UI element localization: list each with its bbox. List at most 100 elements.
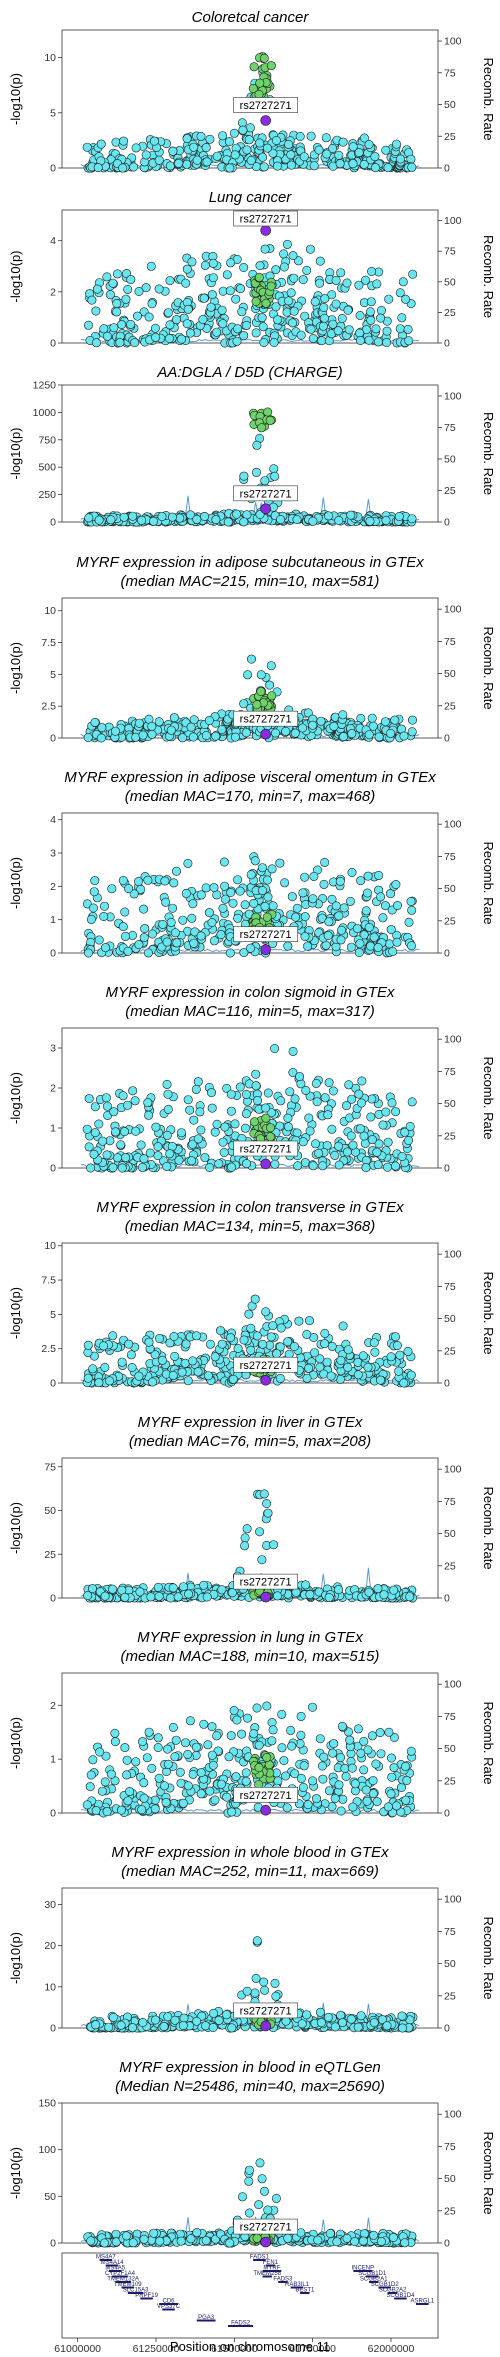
snp-point [382,326,392,336]
snp-point [334,150,344,160]
snp-point [331,299,341,309]
snp-point [87,295,97,305]
snp-point [406,1370,416,1380]
panel-title: MYRF expression in colon transverse in G… [96,1199,404,1216]
snp-point [391,1801,401,1811]
snp-point [248,84,258,94]
snp-point [350,1779,360,1789]
snp-point [209,2008,219,2018]
panel-title: (median MAC=76, min=5, max=208) [129,1433,371,1450]
snp-point [150,323,160,333]
snp-point [382,337,392,347]
snp-point [384,1727,394,1737]
snp-point [229,1706,239,1716]
lead-snp-point [260,2236,272,2248]
snp-point [364,730,374,740]
snp-point [358,1351,368,1361]
snp-point [239,517,249,527]
snp-point [225,2238,235,2248]
recomb-tick-label: 100 [444,2109,462,2121]
snp-point [330,2022,340,2032]
snp-point [121,2231,131,2241]
snp-point [343,1345,353,1355]
snp-point [84,1094,94,1104]
snp-point [100,1362,110,1372]
snp-point [257,423,267,433]
snp-point [356,1748,366,1758]
snp-point [170,1351,180,1361]
snp-point [345,896,355,906]
association-panels: Coloretcal cancer05100255075100-log10(p)… [8,9,496,2250]
snp-point [117,1805,127,1815]
lead-snp-point [260,503,272,515]
snp-point [91,306,101,316]
lead-snp-point [260,1158,272,1170]
snp-point [168,1583,178,1593]
snp-point [172,315,182,325]
snp-point [222,270,232,280]
snp-point [241,1109,251,1119]
snp-point [84,1142,94,1152]
snp-point [162,1161,172,1171]
snp-point [97,723,107,733]
y-tick-label: 0 [50,338,56,350]
snp-point [217,1339,227,1349]
snp-point [281,726,291,736]
x-tick-label: 61000000 [54,2343,101,2355]
y-tick-label: 10 [44,1240,56,1252]
y-tick-label: 2.5 [41,1343,56,1355]
snp-point [385,939,395,949]
snp-point [263,1088,273,1098]
snp-point [258,322,268,332]
snp-point [271,2193,281,2203]
y-tick-label: 1 [50,1754,56,1766]
y-tick-label: 2 [50,1700,56,1712]
lead-snp-label: rs2727271 [240,1577,292,1589]
snp-point [394,511,404,521]
snp-point [141,283,151,293]
snp-point [387,1098,397,1108]
snp-point [259,2186,269,2196]
snp-point [328,1086,338,1096]
snp-point [352,924,362,934]
panel-title: MYRF expression in adipose subcutaneous … [76,554,424,571]
snp-point [401,1795,411,1805]
snp-point [255,78,265,88]
snp-point [216,1779,226,1789]
snp-point [207,290,217,300]
snp-point [354,1089,364,1099]
snp-point [226,1089,236,1099]
recomb-tick-label: 25 [444,1775,456,1787]
snp-point [108,1163,118,1173]
snp-point [361,1163,371,1173]
snp-point [292,514,302,524]
snp-point [173,1592,183,1602]
snp-point [359,1736,369,1746]
snp-point [334,515,344,525]
recomb-tick-label: 25 [444,700,456,712]
snp-point [160,876,170,886]
snp-point [233,324,243,334]
snp-point [134,1371,144,1381]
recomb-tick-label: 75 [444,851,456,863]
snp-point [383,1802,393,1812]
snp-point [108,2012,118,2022]
snp-point [125,1787,135,1797]
snp-point [88,1364,98,1374]
snp-point [147,729,157,739]
panel-title: (median MAC=116, min=5, max=317) [125,1003,374,1020]
snp-point [405,1121,415,1131]
snp-point [120,907,130,917]
snp-point [168,903,178,913]
snp-point [301,1580,311,1590]
snp-point [199,1580,209,1590]
recomb-axis-label: Recomb. Rate [481,1701,496,1784]
snp-point [172,938,182,948]
snp-point [98,1136,108,1146]
recomb-axis-label: Recomb. Rate [481,1916,496,1999]
snp-point [126,1350,136,1360]
y-axis-label: -log10(p) [8,1502,23,1554]
snp-point [111,1127,121,1137]
snp-point [353,2022,363,2032]
